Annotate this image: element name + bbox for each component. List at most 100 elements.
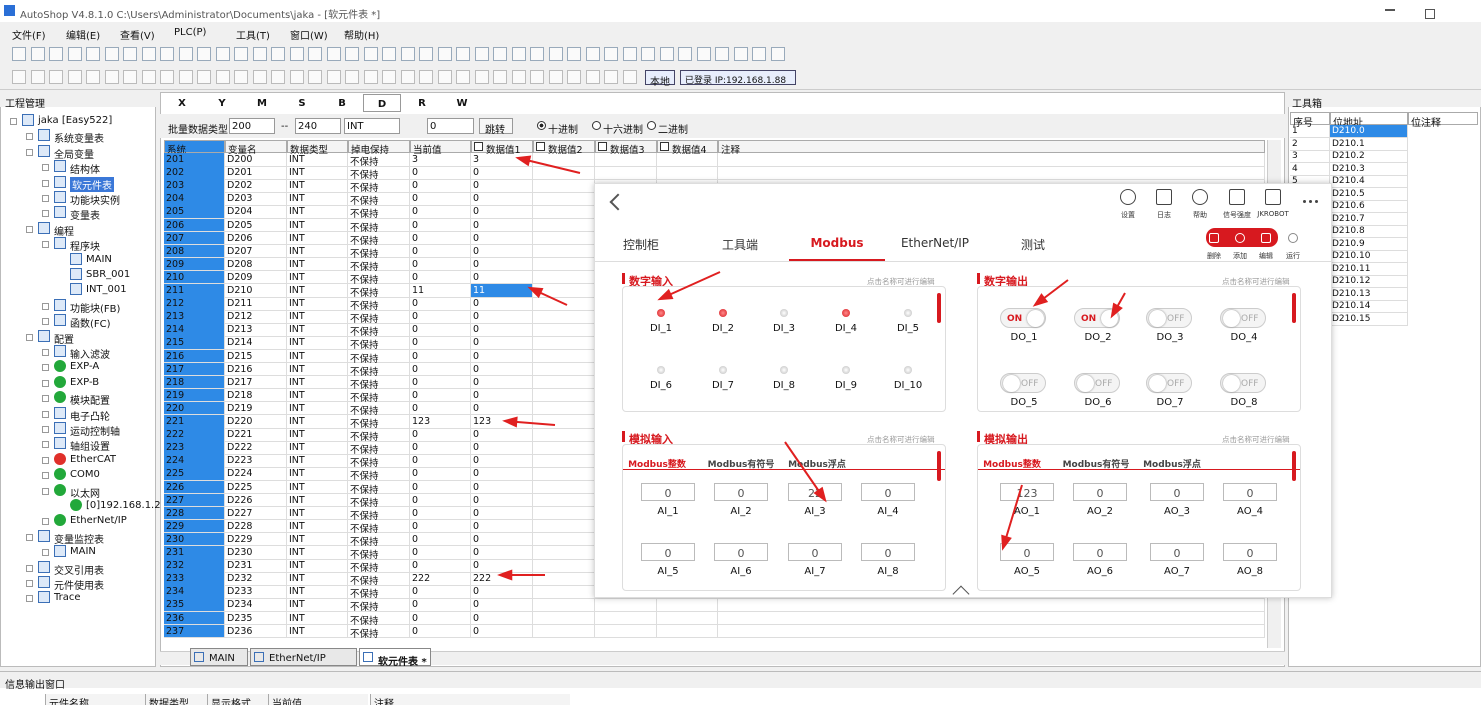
toolbox-cell[interactable]: D210.5 bbox=[1330, 187, 1408, 201]
toolbar-button[interactable] bbox=[271, 70, 285, 84]
doc-tab[interactable]: EtherNet/IP bbox=[250, 648, 357, 666]
tree-item[interactable]: 运动控制轴 bbox=[70, 427, 120, 438]
toolbar-button[interactable] bbox=[419, 70, 433, 84]
toolbar-button[interactable] bbox=[197, 70, 211, 84]
tree-item[interactable]: COM0 bbox=[70, 469, 100, 481]
table-cell[interactable]: 0 bbox=[410, 179, 471, 193]
tree-item[interactable]: 功能块实例 bbox=[70, 196, 120, 207]
tree-item[interactable]: 变量表 bbox=[70, 211, 100, 223]
table-cell[interactable] bbox=[718, 153, 1265, 167]
table-cell[interactable]: 0 bbox=[410, 297, 471, 311]
batch-end[interactable]: 240 bbox=[295, 118, 341, 134]
toolbar-button[interactable] bbox=[678, 47, 692, 61]
jaka-tab[interactable]: 工具端 bbox=[721, 238, 758, 252]
analog-label[interactable]: AO_5 bbox=[1014, 566, 1040, 577]
table-cell[interactable]: 0 bbox=[410, 349, 471, 364]
toolbar-button[interactable] bbox=[252, 70, 267, 84]
table-cell[interactable] bbox=[533, 572, 595, 586]
jaka-tab[interactable]: 测试 bbox=[1020, 238, 1045, 252]
table-cell[interactable]: 0 bbox=[410, 611, 471, 626]
analog-value[interactable]: 0 bbox=[1223, 543, 1277, 561]
analog-label[interactable]: AI_1 bbox=[657, 506, 679, 517]
table-cell[interactable]: 0 bbox=[471, 218, 533, 233]
toolbar-button[interactable] bbox=[382, 47, 396, 61]
tree-item[interactable]: 函数(FC) bbox=[70, 319, 111, 331]
header-icon[interactable] bbox=[1156, 189, 1172, 205]
toolbar-button[interactable] bbox=[30, 70, 45, 84]
toolbar-button[interactable] bbox=[234, 70, 248, 84]
menu-item[interactable]: 工具(T) bbox=[236, 31, 270, 42]
table-cell[interactable] bbox=[533, 546, 595, 560]
toolbox-cell[interactable]: D210.15 bbox=[1330, 312, 1408, 326]
tree-item[interactable]: 模块配置 bbox=[70, 396, 110, 408]
analog-value[interactable]: 22 bbox=[788, 483, 842, 501]
toolbar-button[interactable] bbox=[752, 47, 766, 61]
table-cell[interactable]: 0 bbox=[471, 336, 533, 350]
table-cell[interactable] bbox=[533, 401, 595, 416]
toolbar-button[interactable] bbox=[104, 47, 119, 61]
table-cell[interactable]: 3 bbox=[471, 153, 533, 167]
table-cell[interactable] bbox=[595, 611, 657, 626]
toolbar-button[interactable] bbox=[86, 47, 100, 61]
table-cell[interactable]: 0 bbox=[410, 388, 471, 403]
toolbar-button[interactable] bbox=[456, 47, 470, 61]
jump-value[interactable]: 0 bbox=[427, 118, 474, 134]
table-cell[interactable]: 0 bbox=[410, 546, 471, 560]
toolbox-cell[interactable]: D210.8 bbox=[1330, 225, 1408, 238]
toolbar-button[interactable] bbox=[178, 47, 193, 61]
radio[interactable] bbox=[592, 121, 601, 130]
toolbar-button[interactable] bbox=[363, 70, 378, 84]
toolbar-button[interactable] bbox=[67, 47, 82, 61]
table-cell[interactable]: 222 bbox=[471, 572, 533, 586]
do-label[interactable]: DO_4 bbox=[1230, 332, 1258, 343]
toolbox-cell[interactable]: D210.6 bbox=[1330, 200, 1408, 213]
table-cell[interactable] bbox=[657, 153, 718, 167]
table-cell[interactable]: 0 bbox=[471, 362, 533, 377]
tree-item[interactable]: 元件使用表 bbox=[54, 581, 104, 592]
table-cell[interactable]: 0 bbox=[471, 493, 533, 508]
table-cell[interactable] bbox=[533, 559, 595, 573]
toolbar-button[interactable] bbox=[67, 70, 82, 84]
tree-item[interactable]: SBR_001 bbox=[86, 269, 131, 280]
table-cell[interactable]: 0 bbox=[471, 546, 533, 560]
table-cell[interactable]: 0 bbox=[410, 270, 471, 285]
jaka-tab[interactable]: EtherNet/IP bbox=[900, 236, 970, 250]
table-cell[interactable]: 0 bbox=[410, 624, 471, 639]
do-toggle[interactable]: OFF bbox=[1000, 373, 1046, 393]
tree-item[interactable]: 功能块(FB) bbox=[70, 303, 121, 315]
analog-subtab[interactable]: Modbus有符号 bbox=[1062, 460, 1130, 470]
table-cell[interactable] bbox=[595, 166, 657, 180]
analog-subtab[interactable]: Modbus整数 bbox=[628, 460, 686, 470]
analog-label[interactable]: AI_4 bbox=[877, 506, 899, 517]
toolbox-cell[interactable]: 2 bbox=[1290, 137, 1330, 151]
analog-subtab[interactable]: Modbus整数 bbox=[983, 460, 1041, 470]
do-toggle[interactable]: OFF bbox=[1220, 373, 1266, 393]
toolbar-button[interactable] bbox=[141, 70, 156, 84]
table-cell[interactable]: 0 bbox=[471, 244, 533, 259]
table-cell[interactable] bbox=[533, 611, 595, 626]
toolbar-button[interactable] bbox=[659, 47, 674, 61]
toolbar-button[interactable] bbox=[30, 47, 45, 61]
table-cell[interactable]: 0 bbox=[410, 192, 471, 206]
table-cell[interactable]: 0 bbox=[410, 218, 471, 233]
radio[interactable] bbox=[537, 121, 546, 130]
device-tab[interactable]: W bbox=[456, 98, 468, 109]
tree-item[interactable]: 电子凸轮 bbox=[70, 411, 110, 423]
toolbar-button[interactable] bbox=[326, 47, 341, 61]
menu-item[interactable]: 文件(F) bbox=[12, 31, 46, 42]
analog-label[interactable]: AI_2 bbox=[730, 506, 752, 517]
action-icon[interactable] bbox=[1288, 233, 1298, 243]
toolbar-button[interactable] bbox=[345, 70, 359, 84]
analog-label[interactable]: AO_7 bbox=[1164, 566, 1190, 577]
toolbar-button[interactable] bbox=[641, 47, 655, 61]
table-cell[interactable] bbox=[533, 375, 595, 390]
toolbar-button[interactable] bbox=[548, 70, 563, 84]
table-cell[interactable] bbox=[533, 244, 595, 259]
table-cell[interactable]: 0 bbox=[410, 166, 471, 180]
toolbar-button[interactable] bbox=[456, 70, 470, 84]
table-cell[interactable] bbox=[533, 323, 595, 337]
toolbar-button[interactable] bbox=[141, 47, 156, 61]
table-cell[interactable]: 0 bbox=[410, 401, 471, 416]
table-cell[interactable]: 0 bbox=[471, 506, 533, 521]
toolbar-button[interactable] bbox=[770, 47, 785, 61]
